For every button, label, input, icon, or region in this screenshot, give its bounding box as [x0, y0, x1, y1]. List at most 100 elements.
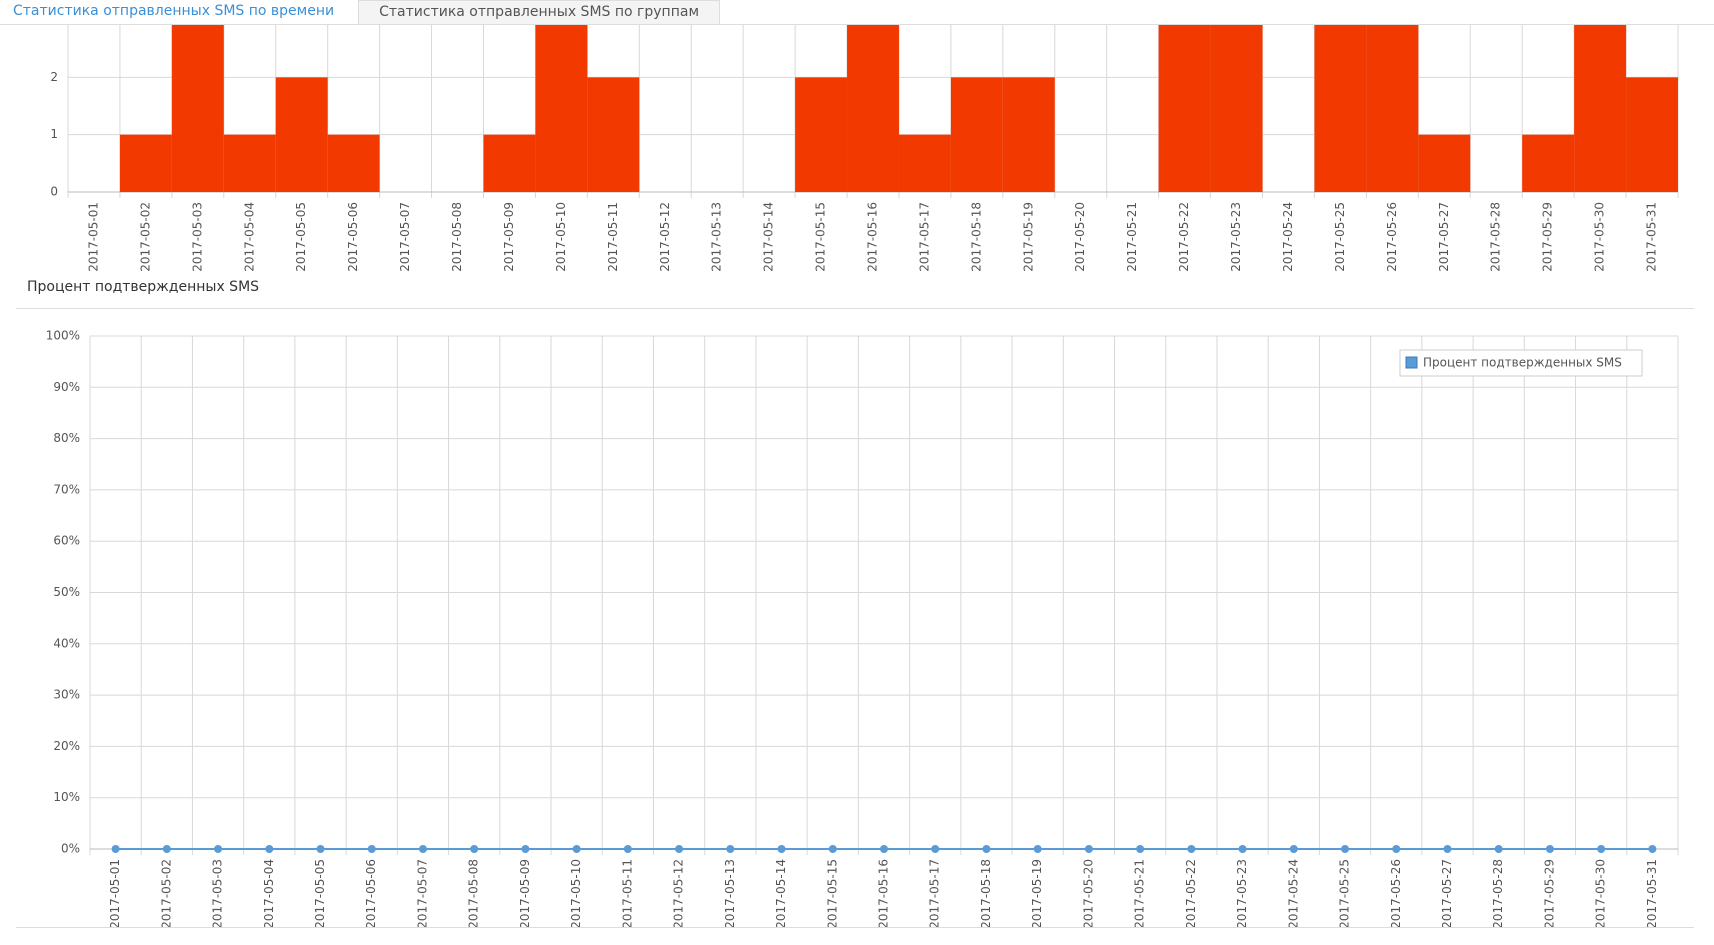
x-tick-label: 2017-05-30 — [1594, 859, 1608, 929]
tab[interactable]: Статистика отправленных SMS по времени — [0, 0, 355, 24]
x-tick-label: 2017-05-23 — [1235, 859, 1249, 929]
x-tick-label: 2017-05-10 — [569, 859, 583, 929]
x-tick-label: 2017-05-28 — [1491, 859, 1505, 929]
point — [521, 845, 530, 853]
y-tick-label: 90% — [53, 380, 80, 394]
point — [111, 845, 120, 853]
point — [316, 845, 325, 853]
x-tick-label: 2017-05-17 — [928, 859, 942, 929]
point — [1392, 845, 1401, 853]
x-tick-label: 2017-05-24 — [1281, 202, 1295, 272]
point — [265, 845, 274, 853]
x-tick-label: 2017-05-31 — [1645, 859, 1659, 929]
legend-swatch — [1405, 356, 1418, 369]
y-tick-label: 2 — [50, 70, 58, 84]
bar — [1002, 77, 1055, 192]
x-tick-label: 2017-05-07 — [415, 859, 429, 929]
point — [1341, 845, 1350, 853]
x-tick-label: 2017-05-14 — [774, 859, 788, 929]
x-tick-label: 2017-05-31 — [1645, 202, 1659, 272]
bar — [171, 20, 224, 192]
point — [572, 845, 581, 853]
point — [1238, 845, 1247, 853]
x-tick-label: 2017-05-16 — [877, 859, 891, 929]
x-tick-label: 2017-05-08 — [450, 202, 464, 272]
x-tick-label: 2017-05-07 — [398, 202, 412, 272]
x-tick-label: 2017-05-26 — [1385, 202, 1399, 272]
y-tick-label: 40% — [53, 636, 80, 650]
bar — [275, 77, 328, 192]
point — [880, 845, 888, 853]
x-tick-label: 2017-05-27 — [1437, 202, 1451, 272]
x-tick-label: 2017-05-05 — [294, 202, 308, 272]
y-tick-label: 10% — [53, 790, 80, 804]
x-tick-label: 2017-05-02 — [138, 202, 152, 272]
point — [1494, 845, 1503, 853]
bar — [898, 134, 951, 192]
x-tick-label: 2017-05-13 — [723, 859, 737, 929]
x-tick-label: 2017-05-10 — [554, 202, 568, 272]
x-tick-label: 2017-05-05 — [313, 859, 327, 929]
y-tick-label: 1 — [50, 127, 58, 141]
x-tick-label: 2017-05-17 — [917, 202, 931, 272]
point — [777, 845, 786, 853]
x-tick-label: 2017-05-26 — [1389, 859, 1403, 929]
separator — [16, 308, 1694, 309]
bar — [119, 134, 172, 192]
bar — [1418, 134, 1471, 192]
x-tick-label: 2017-05-23 — [1229, 202, 1243, 272]
y-tick-label: 70% — [53, 482, 80, 496]
x-tick-label: 2017-05-25 — [1333, 202, 1347, 272]
bar — [1574, 20, 1627, 192]
x-tick-label: 2017-05-18 — [979, 859, 993, 929]
point — [1187, 845, 1196, 853]
y-tick-label: 0% — [61, 842, 80, 856]
point — [1033, 845, 1042, 853]
x-tick-label: 2017-05-16 — [866, 202, 880, 272]
x-tick-label: 2017-05-21 — [1133, 859, 1147, 929]
x-tick-label: 2017-05-09 — [502, 202, 516, 272]
bar — [327, 134, 380, 192]
bar — [1314, 20, 1367, 192]
x-tick-label: 2017-05-20 — [1081, 859, 1095, 929]
bar — [535, 20, 588, 192]
bar — [1626, 77, 1678, 192]
x-tick-label: 2017-05-14 — [762, 202, 776, 272]
x-tick-label: 2017-05-29 — [1542, 859, 1556, 929]
point — [1084, 845, 1093, 853]
x-tick-label: 2017-05-11 — [606, 202, 620, 272]
x-tick-label: 2017-05-24 — [1286, 859, 1300, 929]
y-tick-label: 30% — [53, 688, 80, 702]
x-tick-label: 2017-05-09 — [518, 859, 532, 929]
point — [470, 845, 479, 853]
x-tick-label: 2017-05-15 — [814, 202, 828, 272]
point — [931, 845, 940, 853]
legend-box — [1399, 349, 1643, 377]
point — [367, 845, 376, 853]
x-tick-label: 2017-05-19 — [1021, 202, 1035, 272]
point — [1648, 845, 1657, 853]
point — [162, 845, 171, 853]
bar — [795, 77, 848, 192]
tab[interactable]: Статистика отправленных SMS по группам — [358, 0, 721, 24]
point — [982, 845, 991, 853]
bar — [950, 77, 1003, 192]
y-tick-label: 80% — [53, 431, 80, 445]
x-tick-label: 2017-05-18 — [969, 202, 983, 272]
x-tick-label: 2017-05-22 — [1184, 859, 1198, 929]
bar — [1366, 20, 1419, 192]
x-tick-label: 2017-05-03 — [211, 859, 225, 929]
x-tick-label: 2017-05-28 — [1489, 202, 1503, 272]
bar — [223, 134, 276, 192]
point — [623, 845, 632, 853]
x-tick-label: 2017-05-01 — [86, 202, 100, 272]
x-tick-label: 2017-05-25 — [1338, 859, 1352, 929]
x-tick-label: 2017-05-08 — [467, 859, 481, 929]
y-tick-label: 20% — [53, 739, 80, 753]
x-tick-label: 2017-05-21 — [1125, 202, 1139, 272]
chart-title: Процент подтвержденных SMS — [27, 279, 260, 295]
x-tick-label: 2017-05-04 — [242, 202, 256, 272]
point — [418, 845, 427, 853]
bar — [1158, 20, 1211, 192]
